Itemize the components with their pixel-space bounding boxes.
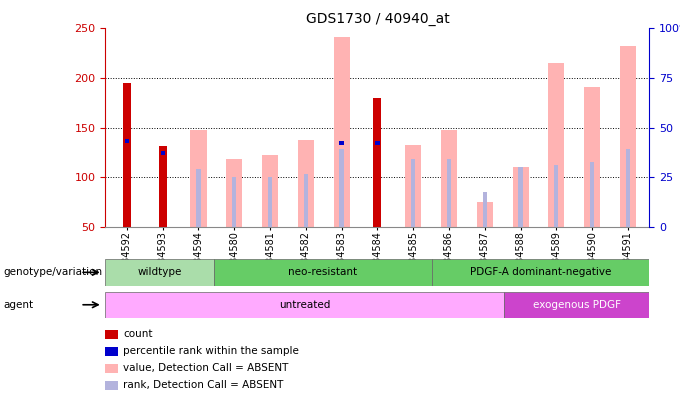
Bar (513, 167, 528, 227)
Bar (477, 202, 493, 227)
Text: untreated: untreated (279, 300, 330, 310)
Bar (124, 139, 129, 143)
Bar (483, 192, 487, 227)
Bar (447, 159, 451, 227)
Bar (158, 147, 167, 227)
Bar (375, 141, 379, 145)
Bar (226, 159, 242, 227)
Text: percentile rank within the sample: percentile rank within the sample (123, 346, 299, 356)
Text: exogenous PDGF: exogenous PDGF (533, 300, 621, 310)
Bar (584, 87, 600, 227)
Title: GDS1730 / 40940_at: GDS1730 / 40940_at (305, 12, 449, 26)
Bar (373, 98, 381, 227)
Bar (518, 167, 523, 227)
Bar (441, 130, 457, 227)
Bar (232, 177, 237, 227)
Text: neo-resistant: neo-resistant (288, 267, 358, 277)
Text: rank, Detection Call = ABSENT: rank, Detection Call = ABSENT (123, 380, 284, 390)
Bar (432, 259, 649, 286)
Text: PDGF-A dominant-negative: PDGF-A dominant-negative (470, 267, 611, 277)
Bar (298, 141, 314, 227)
Bar (262, 156, 278, 227)
Bar (620, 46, 636, 227)
Bar (405, 145, 421, 227)
Text: genotype/variation: genotype/variation (3, 267, 103, 277)
Bar (411, 159, 415, 227)
Bar (339, 141, 344, 145)
Bar (268, 177, 272, 227)
Bar (548, 63, 564, 227)
Bar (197, 169, 201, 227)
Bar (105, 292, 505, 318)
Bar (123, 83, 131, 227)
Bar (304, 174, 308, 227)
Bar (160, 151, 165, 156)
Text: agent: agent (3, 300, 33, 310)
Bar (105, 259, 214, 286)
Text: count: count (123, 329, 152, 339)
Bar (339, 149, 344, 227)
Bar (590, 162, 594, 227)
Text: wildtype: wildtype (137, 267, 182, 277)
Text: value, Detection Call = ABSENT: value, Detection Call = ABSENT (123, 363, 288, 373)
Bar (334, 37, 350, 227)
Bar (505, 292, 649, 318)
Bar (214, 259, 432, 286)
Bar (554, 165, 558, 227)
Bar (190, 130, 207, 227)
Bar (626, 149, 630, 227)
